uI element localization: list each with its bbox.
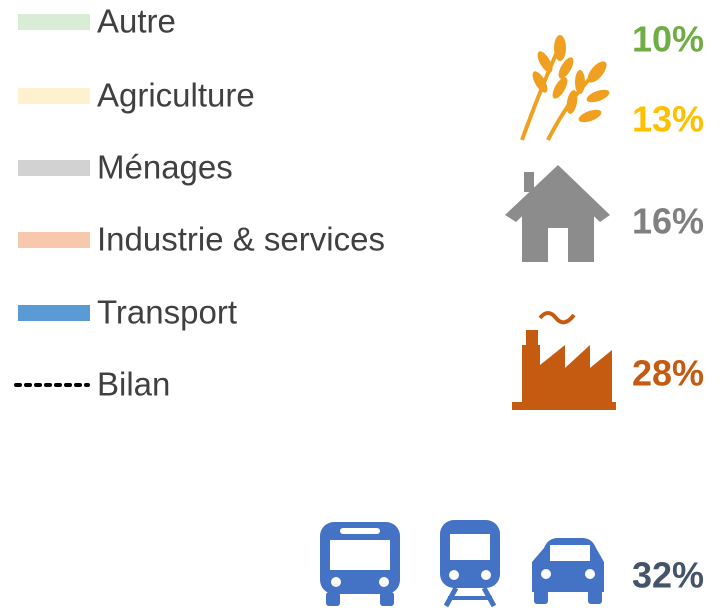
- legend-swatch: [18, 88, 90, 104]
- share-label: 10%: [632, 19, 704, 60]
- legend-swatch: [18, 14, 90, 30]
- legend-label: Industrie & services: [97, 221, 385, 258]
- share-label: 32%: [632, 555, 704, 596]
- legend-label: Bilan: [97, 366, 170, 403]
- legend-label: Ménages: [97, 149, 233, 186]
- train-icon: [440, 520, 500, 608]
- house-icon: [505, 165, 610, 262]
- legend-label: Transport: [97, 294, 237, 331]
- legend-swatch: [18, 305, 90, 321]
- wheat-icon: [520, 35, 610, 141]
- factory-icon: [512, 311, 616, 410]
- legend-label: Autre: [97, 3, 176, 40]
- legend-label: Agriculture: [97, 77, 255, 114]
- share-label: 16%: [632, 201, 704, 242]
- car-icon: [532, 538, 604, 604]
- legend-swatch: [18, 232, 90, 248]
- bus-icon: [320, 522, 400, 606]
- share-label: 13%: [632, 99, 704, 140]
- share-label: 28%: [632, 353, 704, 394]
- legend-swatch: [18, 160, 90, 176]
